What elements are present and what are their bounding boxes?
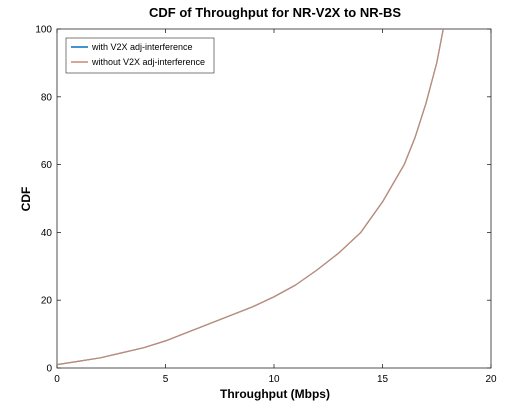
x-axis-label: Throughput (Mbps) (220, 387, 330, 401)
legend-label-1: with V2X adj-interference (91, 42, 193, 52)
y-tick-label: 60 (41, 160, 53, 171)
y-axis-label: CDF (19, 187, 33, 212)
series-line-2 (56, 28, 444, 366)
x-tick-label: 5 (163, 374, 169, 385)
x-tick-label: 0 (54, 374, 60, 385)
y-tick-label: 40 (41, 228, 53, 239)
x-tick-label: 20 (485, 374, 497, 385)
plot-area (56, 28, 492, 369)
legend: with V2X adj-interference without V2X adj… (65, 37, 215, 74)
y-tick-label: 80 (41, 92, 53, 103)
plot-frame (56, 28, 492, 369)
series-lines (56, 28, 444, 366)
legend-label-2: without V2X adj-interference (91, 57, 205, 67)
x-tick-label: 15 (377, 374, 389, 385)
y-tick-label: 0 (46, 364, 52, 375)
y-axis-ticks: 0 20 40 60 80 100 (35, 25, 491, 375)
x-tick-label: 10 (268, 374, 280, 385)
y-tick-label: 100 (35, 25, 52, 36)
y-tick-label: 20 (41, 296, 53, 307)
x-axis-ticks: 0 5 10 15 20 (54, 29, 497, 385)
legend-box (65, 37, 215, 74)
chart-title: CDF of Throughput for NR-V2X to NR-BS (149, 5, 401, 20)
